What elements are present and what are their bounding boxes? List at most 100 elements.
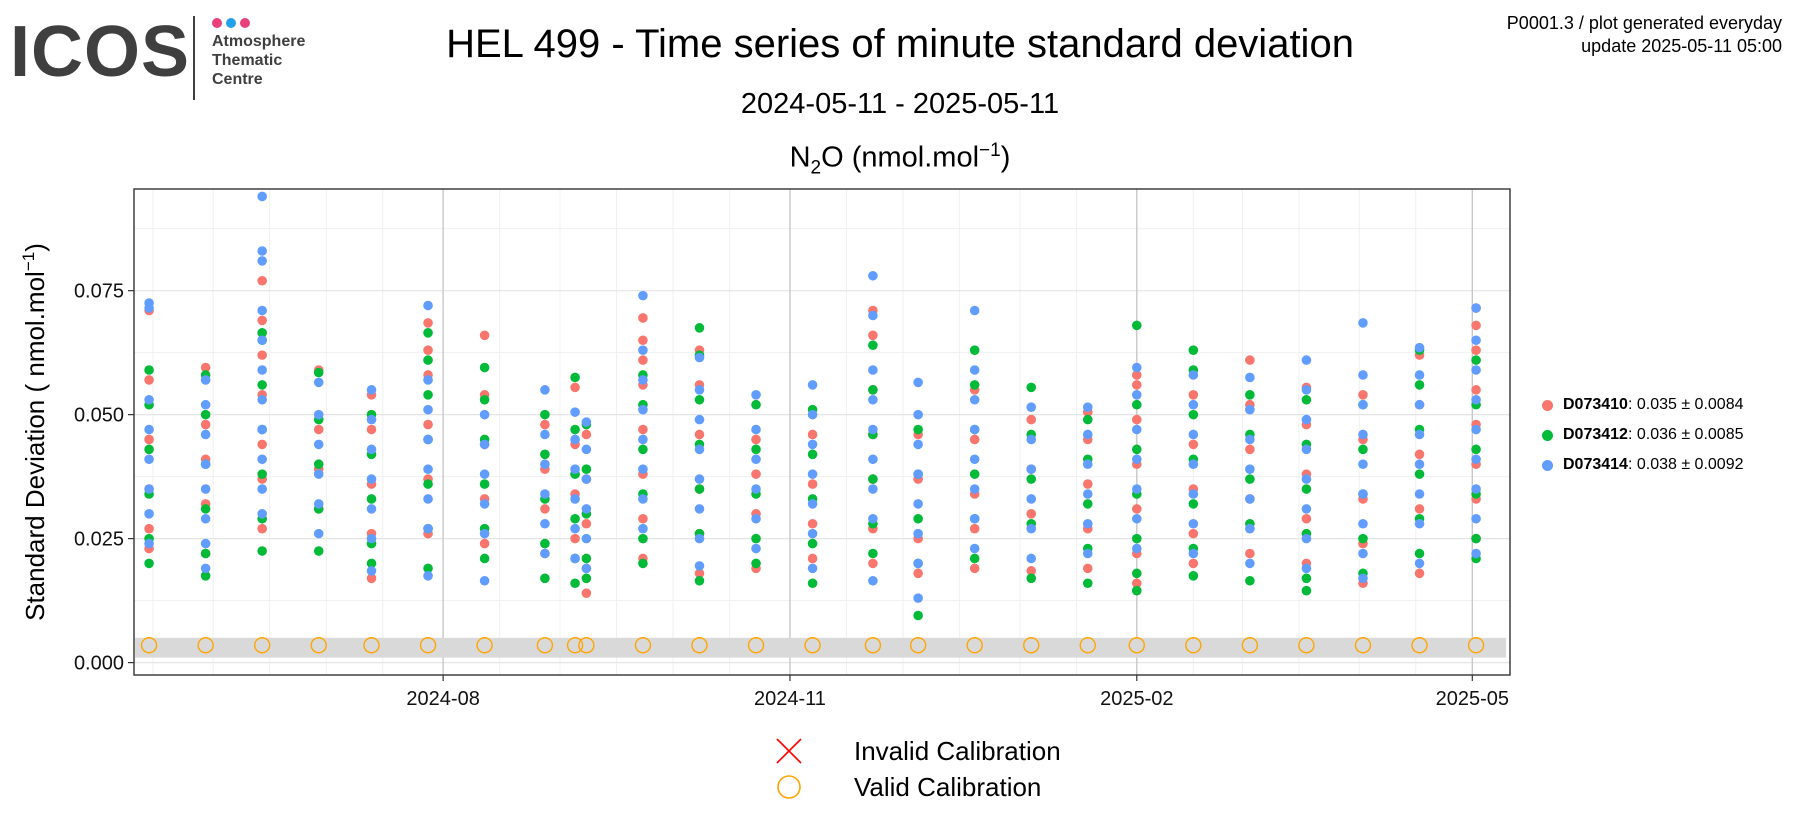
data-point-d073412 (1082, 414, 1093, 425)
data-point-d073414 (868, 454, 878, 465)
data-point-d073414 (694, 561, 705, 571)
data-point-d073412 (638, 558, 648, 569)
data-point-d073412 (423, 563, 433, 574)
data-point-d073414 (1471, 335, 1481, 346)
data-point-d073414 (694, 444, 705, 455)
data-point-d073414 (868, 270, 878, 281)
data-point-d073414 (1131, 390, 1142, 400)
data-point-d073414 (1026, 402, 1037, 413)
data-point-d073414 (807, 499, 818, 509)
data-point-d073414 (1301, 355, 1312, 365)
data-point-d073414 (423, 523, 433, 534)
legend-invalid-calibration: Invalid Calibration (772, 733, 1061, 769)
data-point-d073412 (751, 533, 761, 544)
data-point-d073414 (313, 409, 324, 420)
valid-calibration-marker (253, 637, 271, 654)
data-point-d073412 (423, 390, 433, 400)
data-point-d073412 (313, 546, 324, 556)
legend-item-d073414: D073414: 0.038 ± 0.0092 (1542, 450, 1744, 480)
data-point-d073414 (423, 464, 433, 474)
data-point-d073414 (1471, 424, 1481, 435)
data-point-d073414 (1358, 489, 1368, 499)
data-point-d073412 (1414, 548, 1425, 559)
data-point-d073414 (1414, 429, 1425, 440)
data-point-d073414 (1188, 399, 1199, 410)
data-point-d073414 (1245, 494, 1255, 504)
plot-border (133, 188, 1511, 676)
data-point-d073414 (1245, 464, 1255, 474)
data-point-d073414 (144, 454, 154, 465)
data-point-d073414 (581, 444, 592, 455)
data-point-d073412 (423, 479, 433, 489)
data-point-d073414 (144, 484, 154, 494)
data-point-d073414 (1082, 429, 1093, 440)
series-legend: D073410: 0.035 ± 0.0084 D073412: 0.036 ±… (1542, 390, 1744, 480)
data-point-d073410 (144, 375, 154, 385)
data-point-d073414 (1358, 573, 1368, 584)
valid-calibration-marker (864, 637, 882, 654)
data-point-d073412 (751, 399, 761, 410)
icos-logo: ICOS Atmosphere Thematic Centre (10, 14, 330, 104)
data-point-d073410 (1082, 479, 1093, 489)
y-tick-label: 0.050 (74, 405, 124, 427)
data-point-d073414 (366, 385, 377, 395)
data-point-d073412 (1301, 573, 1312, 584)
data-point-d073410 (540, 419, 550, 430)
data-point-d073410 (1131, 380, 1142, 390)
data-point-d073412 (257, 469, 267, 479)
data-point-d073412 (257, 328, 267, 338)
data-point-d073414 (1414, 489, 1425, 499)
data-point-d073414 (694, 352, 705, 363)
data-point-d073412 (1188, 499, 1199, 509)
data-point-d073414 (1026, 494, 1037, 504)
data-point-d073414 (200, 399, 211, 410)
data-point-d073414 (807, 469, 818, 479)
data-point-d073414 (1082, 489, 1093, 499)
data-point-d073414 (1188, 370, 1199, 380)
chart-subtitle: 2024-05-11 - 2025-05-11 (740, 88, 1060, 120)
data-point-d073412 (1082, 578, 1093, 589)
data-point-d073414 (807, 563, 818, 574)
data-point-d073414 (1131, 543, 1142, 554)
data-point-d073410 (1358, 390, 1368, 400)
data-point-d073414 (1414, 399, 1425, 410)
data-point-d073410 (913, 568, 923, 579)
data-point-d073414 (913, 439, 923, 450)
data-point-d073414 (1358, 399, 1368, 410)
data-point-d073414 (1131, 362, 1142, 373)
data-point-d073410 (1414, 504, 1425, 514)
valid-calibration-marker (1298, 637, 1315, 654)
data-point-d073412 (1131, 585, 1142, 596)
species-n: N (789, 141, 811, 174)
data-point-d073414 (570, 434, 580, 445)
data-point-d073414 (144, 303, 154, 313)
data-point-d073414 (200, 459, 211, 470)
logo-line: Thematic (212, 52, 283, 69)
data-point-d073410 (479, 330, 490, 341)
data-point-d073414 (1245, 523, 1255, 534)
data-point-d073414 (1358, 370, 1368, 380)
data-point-d073414 (913, 469, 923, 479)
data-point-d073412 (1301, 394, 1312, 405)
data-point-d073410 (257, 523, 267, 534)
data-point-d073414 (423, 494, 433, 504)
data-point-d073414 (1358, 459, 1368, 470)
valid-calibration-marker (140, 637, 158, 654)
logo-dot (226, 18, 236, 28)
species-label: N2O (nmol.mol−1) (0, 140, 1800, 179)
y-tick-label: 0.075 (74, 281, 124, 303)
data-point-d073410 (751, 434, 761, 445)
data-point-d073414 (969, 424, 980, 435)
data-point-d073410 (570, 533, 580, 544)
data-point-d073412 (807, 578, 818, 589)
data-point-d073414 (581, 417, 592, 427)
legend-dot (1542, 429, 1553, 441)
logo-dot (240, 18, 250, 28)
data-point-d073414 (257, 246, 267, 256)
y-tick-label: 0.025 (74, 529, 124, 551)
data-point-d073410 (581, 429, 592, 440)
data-point-d073414 (969, 305, 980, 316)
data-point-d073414 (257, 509, 267, 519)
data-point-d073414 (1026, 523, 1037, 534)
data-point-d073410 (638, 313, 648, 323)
